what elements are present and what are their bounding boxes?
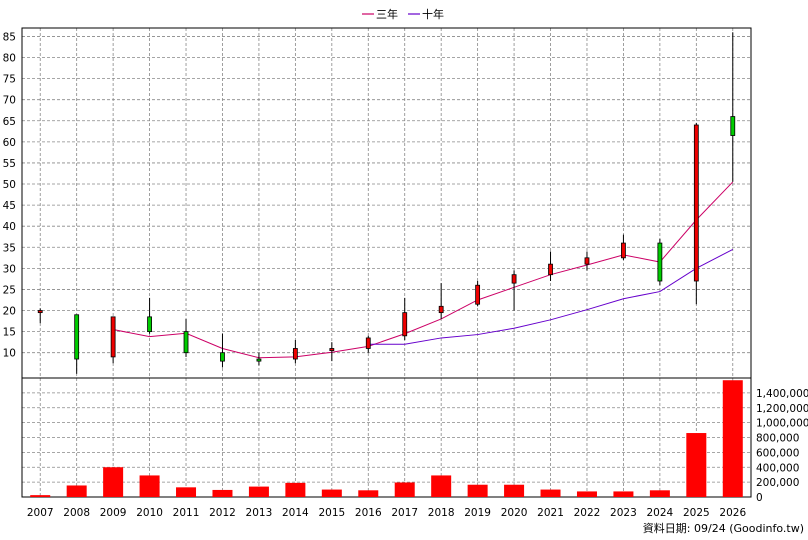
candle-body <box>693 124 699 282</box>
price-tick-label: 25 <box>3 284 16 296</box>
price-tick-label: 65 <box>3 116 16 128</box>
x-tick-label: 2007 <box>27 507 54 519</box>
candle-body <box>621 242 626 259</box>
volume-tick-label: 400,000 <box>756 462 799 474</box>
x-tick-label: 2018 <box>428 507 455 519</box>
x-tick-label: 2020 <box>501 507 528 519</box>
volume-frame <box>21 377 752 498</box>
candle-body <box>329 348 335 351</box>
volume-bar <box>431 475 452 497</box>
price-tick-label: 30 <box>3 263 16 275</box>
x-tick-label: 2023 <box>610 507 637 519</box>
candle-body <box>110 316 116 358</box>
x-tick-label: 2011 <box>173 507 200 519</box>
volume-bar <box>576 491 597 497</box>
price-tick-label: 80 <box>3 53 16 65</box>
price-tick-label: 55 <box>3 158 16 170</box>
volume-bar <box>467 484 488 497</box>
candle-body <box>475 284 481 305</box>
candle-body <box>730 116 736 136</box>
volume-bar <box>504 484 525 497</box>
candle-body <box>183 331 189 354</box>
legend-label: 三年 <box>376 7 398 21</box>
x-tick-label: 2024 <box>647 507 674 519</box>
x-tick-label: 2026 <box>719 507 746 519</box>
volume-tick-label: 600,000 <box>756 447 799 459</box>
x-tick-label: 2010 <box>136 507 163 519</box>
volume-bar <box>649 490 670 497</box>
ma-10y-line <box>368 248 734 345</box>
volume-bar <box>686 433 707 497</box>
candle-body <box>402 312 408 337</box>
price-panel: 10 15 20 25 30 35 40 45 50 55 60 65 70 75 80 85 <box>3 27 752 497</box>
legend-label: 十年 <box>422 7 444 21</box>
volume-bar <box>103 467 124 497</box>
price-tick-label: 85 <box>3 31 16 43</box>
candle-body <box>584 257 590 265</box>
x-tick-label: 2016 <box>355 507 382 519</box>
price-tick-label: 35 <box>3 242 16 254</box>
price-tick-label: 45 <box>3 200 16 212</box>
x-tick-label: 2019 <box>464 507 491 519</box>
volume-bar <box>66 485 87 497</box>
x-tick-label: 2021 <box>537 507 564 519</box>
x-axis: 2007 2008 2009 2010 2011 2012 2013 2014 2015 2016… <box>27 507 747 519</box>
ma-3y-line <box>113 181 734 359</box>
price-tick-label: 20 <box>3 306 16 318</box>
price-tick-label: 10 <box>3 348 16 360</box>
volume-bar <box>613 491 634 497</box>
candle-body <box>147 316 152 333</box>
volume-bar <box>248 486 269 497</box>
x-tick-label: 2025 <box>683 507 710 519</box>
candle-body <box>292 348 298 360</box>
chart-legend: 三年 十年 <box>362 7 444 21</box>
candle-body <box>74 314 80 360</box>
volume-bar <box>358 490 379 497</box>
x-tick-label: 2022 <box>574 507 601 519</box>
volume-bar <box>321 489 342 497</box>
volume-bar <box>285 482 306 497</box>
volume-tick-label: 200,000 <box>756 477 799 489</box>
x-tick-label: 2015 <box>318 507 345 519</box>
price-tick-label: 70 <box>3 95 16 107</box>
volume-tick-label: 1,000,000 <box>756 418 808 430</box>
x-tick-label: 2017 <box>391 507 418 519</box>
volume-bar <box>176 487 197 497</box>
price-tick-label: 40 <box>3 221 16 233</box>
x-tick-label: 2008 <box>63 507 90 519</box>
data-date-note: 資料日期: 09/24 (Goodinfo.tw) <box>643 521 804 535</box>
candle-body <box>548 263 553 276</box>
x-tick-label: 2009 <box>100 507 127 519</box>
volume-bar <box>139 475 160 497</box>
candle-body <box>220 352 225 362</box>
price-tick-label: 50 <box>3 179 16 191</box>
volume-tick-label: 0 <box>756 492 763 504</box>
candle-body <box>37 310 43 314</box>
volume-tick-label: 800,000 <box>756 433 799 445</box>
x-tick-label: 2012 <box>209 507 236 519</box>
price-tick-label: 15 <box>3 327 16 339</box>
price-tick-label: 60 <box>3 137 16 149</box>
x-tick-label: 2014 <box>282 507 309 519</box>
x-tick-label: 2013 <box>246 507 273 519</box>
price-frame <box>21 27 752 379</box>
volume-bar <box>722 380 743 497</box>
candle-body <box>365 337 371 349</box>
candle-body <box>256 358 262 362</box>
volume-bar <box>394 482 415 497</box>
price-tick-label: 75 <box>3 74 16 86</box>
candle-body <box>657 242 663 282</box>
volume-bar <box>212 489 233 497</box>
volume-bar <box>540 489 561 497</box>
volume-tick-label: 1,200,000 <box>756 403 808 415</box>
volume-tick-label: 1,400,000 <box>756 388 808 400</box>
candle-body <box>438 305 444 314</box>
candle-body <box>511 274 517 284</box>
volume-panel: 0 200,000 400,000 600,000 800,000 1,000,000 1,… <box>21 377 808 504</box>
volume-bar <box>30 495 51 497</box>
